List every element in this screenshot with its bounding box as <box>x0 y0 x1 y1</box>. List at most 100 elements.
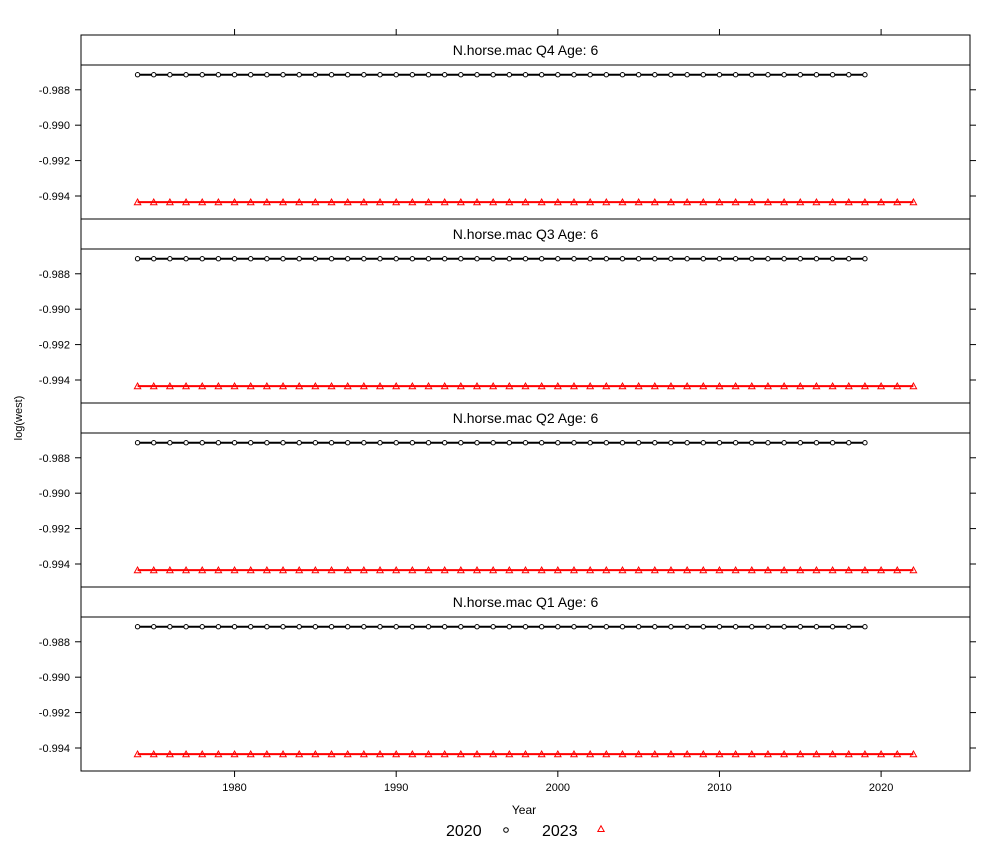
data-point <box>182 197 191 206</box>
data-point <box>231 256 238 262</box>
data-point <box>683 565 692 574</box>
data-point <box>392 749 401 758</box>
data-point <box>311 565 320 574</box>
data-point <box>151 624 157 630</box>
data-point <box>569 197 579 206</box>
panel-strip <box>80 586 971 618</box>
panel-title: N.horse.mac Q1 Age: 6 <box>453 594 599 610</box>
data-point <box>652 72 658 78</box>
data-point <box>375 565 385 574</box>
data-point <box>619 72 626 78</box>
data-point <box>715 749 724 758</box>
data-point <box>538 256 545 262</box>
data-point <box>553 565 562 574</box>
data-point <box>813 440 820 446</box>
data-point <box>441 624 448 630</box>
data-point <box>440 749 449 758</box>
data-point <box>521 381 530 390</box>
data-point <box>571 72 577 78</box>
data-point <box>472 565 482 574</box>
data-point <box>474 256 480 262</box>
data-point <box>359 381 368 390</box>
data-point <box>796 749 805 758</box>
data-point <box>231 624 238 630</box>
data-point <box>312 440 319 446</box>
data-point <box>393 624 399 630</box>
data-point <box>796 565 805 574</box>
data-point <box>458 624 464 630</box>
data-point <box>377 256 383 262</box>
data-point <box>716 72 723 78</box>
data-point <box>521 749 530 758</box>
data-point <box>505 197 514 206</box>
data-point <box>731 749 740 758</box>
data-point <box>506 256 513 262</box>
data-point <box>182 565 191 574</box>
data-point <box>231 440 238 446</box>
data-point <box>668 624 674 630</box>
data-point <box>846 72 852 78</box>
data-point <box>165 381 174 390</box>
data-point <box>328 440 335 446</box>
data-point <box>602 565 611 574</box>
data-point <box>650 565 659 574</box>
data-point <box>264 440 270 446</box>
data-point <box>781 440 787 446</box>
panel-frame <box>80 64 971 220</box>
data-point <box>586 749 595 758</box>
data-point <box>167 624 173 630</box>
series-2023 <box>133 197 918 206</box>
data-point <box>618 197 627 206</box>
data-point <box>684 72 690 78</box>
data-point <box>230 381 239 390</box>
series-2023 <box>133 381 918 390</box>
series-2023 <box>133 749 918 758</box>
data-point <box>345 256 351 262</box>
data-point <box>327 565 336 574</box>
data-point <box>359 749 368 758</box>
data-point <box>472 381 482 390</box>
panel-frame <box>80 616 971 772</box>
data-point <box>183 440 189 446</box>
data-point <box>262 565 271 574</box>
data-point <box>489 381 498 390</box>
data-point <box>328 624 335 630</box>
data-point <box>537 749 546 758</box>
data-point <box>650 197 659 206</box>
data-point <box>490 440 496 446</box>
data-point <box>715 197 724 206</box>
data-point <box>603 256 610 262</box>
data-point <box>634 749 643 758</box>
data-point <box>490 256 496 262</box>
x-tick-label: 2020 <box>869 782 893 794</box>
y-tick-label: -0.994 <box>39 191 70 203</box>
data-point <box>716 256 723 262</box>
data-point <box>474 440 480 446</box>
data-point <box>537 565 546 574</box>
y-tick-label: -0.990 <box>39 672 70 684</box>
data-point <box>198 565 207 574</box>
data-point <box>134 256 141 262</box>
data-point <box>408 197 417 206</box>
data-point <box>262 381 271 390</box>
data-point <box>829 256 836 262</box>
data-point <box>666 197 676 206</box>
data-point <box>650 381 659 390</box>
data-point <box>812 565 821 574</box>
data-point <box>619 624 626 630</box>
data-point <box>248 624 254 630</box>
data-point <box>409 440 416 446</box>
data-point <box>149 197 158 206</box>
data-point <box>392 381 401 390</box>
x-tick-label: 2000 <box>546 782 570 794</box>
data-point <box>797 440 803 446</box>
data-point <box>198 749 207 758</box>
data-point <box>214 749 223 758</box>
data-point <box>359 197 368 206</box>
data-point <box>812 749 821 758</box>
data-point <box>296 256 302 262</box>
y-tick-label: -0.990 <box>39 304 70 316</box>
legend-marker-2020 <box>503 827 509 833</box>
data-point <box>280 256 286 262</box>
data-point <box>829 72 836 78</box>
